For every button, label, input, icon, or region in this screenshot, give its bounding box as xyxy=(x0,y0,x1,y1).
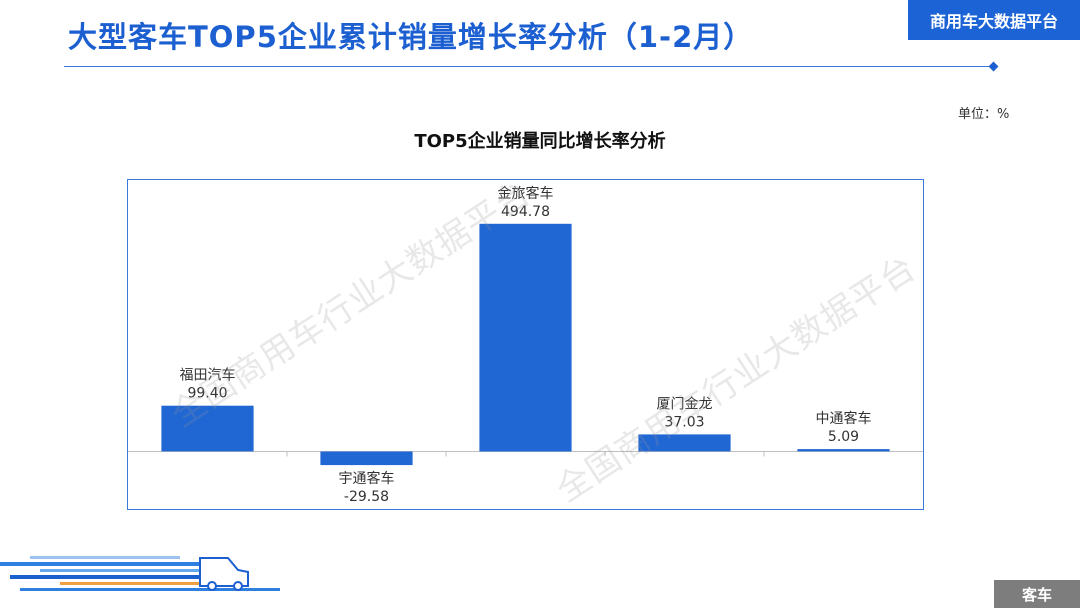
footer-category-tag: 客车 xyxy=(994,580,1080,608)
value-label: 5.09 xyxy=(828,429,859,445)
unit-label: 单位：% xyxy=(958,107,1010,122)
plot-frame xyxy=(127,179,924,510)
truck-decoration-icon xyxy=(0,556,280,591)
bar-3 xyxy=(479,223,572,452)
value-label: 99.40 xyxy=(187,386,227,402)
category-label: 宇通客车 xyxy=(339,470,395,487)
category-label: 福田汽车 xyxy=(180,367,236,384)
chart-title: TOP5企业销量同比增长率分析 xyxy=(414,131,666,152)
platform-label: 商用车大数据平台 xyxy=(929,12,1058,31)
value-label: -29.58 xyxy=(344,489,389,505)
footer-tag-label: 客车 xyxy=(1021,585,1052,604)
bar-5 xyxy=(797,449,890,452)
value-label: 37.03 xyxy=(664,414,704,430)
bar-1 xyxy=(161,405,254,452)
page-title: 大型客车TOP5企业累计销量增长率分析（1-2月） xyxy=(68,20,754,54)
bar-2 xyxy=(320,451,413,466)
platform-badge: 商用车大数据平台 xyxy=(908,0,1080,40)
bars-layer: 福田汽车 99.40 宇通客车 -29.58 金旅客车 494.78 厦门金龙 37.03 中通… xyxy=(128,185,923,505)
value-label: 494.78 xyxy=(501,204,550,220)
title-divider xyxy=(64,66,994,67)
bar-4 xyxy=(638,434,731,452)
category-label: 金旅客车 xyxy=(498,185,554,202)
category-label: 中通客车 xyxy=(816,410,872,427)
category-label: 厦门金龙 xyxy=(657,396,713,412)
